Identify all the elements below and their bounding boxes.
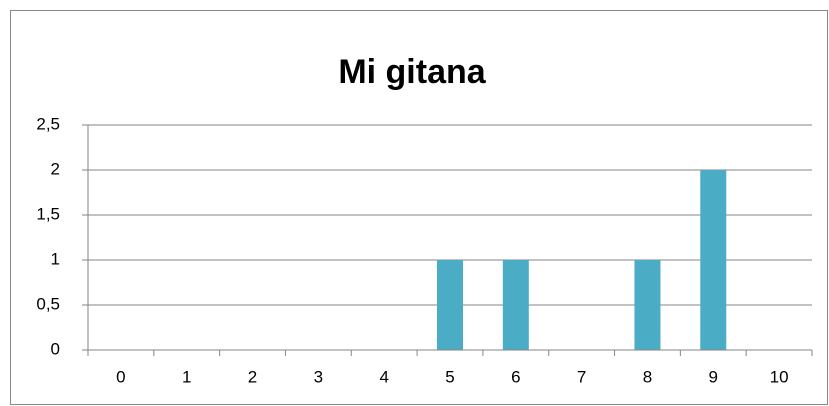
x-tick-label: 7 — [577, 367, 586, 386]
x-tick-label: 6 — [511, 367, 520, 386]
x-tick-label: 0 — [116, 367, 125, 386]
bar — [502, 260, 529, 350]
bar — [437, 260, 463, 350]
x-tick-label: 10 — [770, 367, 789, 386]
x-tick-label: 4 — [379, 367, 388, 386]
bar — [700, 170, 727, 350]
x-tick-label: 2 — [248, 367, 257, 386]
x-tick-label: 5 — [445, 367, 454, 386]
chart-frame — [10, 10, 828, 405]
y-tick-label: 2,5 — [36, 114, 60, 133]
x-tick-label: 1 — [182, 367, 191, 386]
x-tick-label: 9 — [709, 367, 718, 386]
chart-title: Mi gitana — [338, 53, 486, 91]
y-tick-label: 2 — [51, 159, 60, 178]
y-tick-label: 1 — [51, 249, 60, 268]
y-tick-label: 0,5 — [36, 294, 60, 313]
x-tick-label: 8 — [643, 367, 652, 386]
y-tick-label: 1,5 — [36, 204, 60, 223]
y-tick-label: 0 — [51, 339, 60, 358]
bar — [634, 260, 661, 350]
x-tick-label: 3 — [314, 367, 323, 386]
